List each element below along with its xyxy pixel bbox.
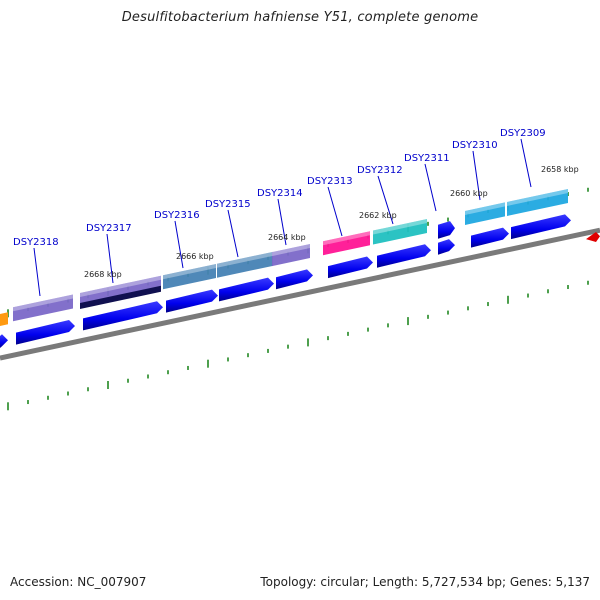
gene-label: DSY2316: [154, 210, 200, 221]
kbp-label: 2662 kbp: [359, 211, 397, 220]
label-leader: [227, 209, 239, 258]
kbp-label: 2658 kbp: [541, 165, 579, 174]
gene-track: [0, 189, 600, 326]
cds-arrow: [219, 277, 274, 302]
cds-arrow: [377, 244, 431, 268]
gene-labels: DSY2318 DSY2317 DSY2316 DSY2315 DSY2314 DSY23…: [13, 128, 546, 248]
gene-marker: [586, 232, 600, 243]
label-leader: [377, 175, 394, 225]
gene-label: DSY2318: [13, 237, 59, 248]
label-leader: [174, 220, 184, 269]
gene-block: [323, 231, 370, 256]
cds-arrow: [83, 301, 163, 331]
cds-arrow: [471, 227, 509, 248]
topology-text: Topology: circular; Length: 5,727,534 bp…: [260, 575, 590, 589]
kbp-labels: 2658 kbp 2660 kbp 2662 kbp 2664 kbp 2666 kbp…: [84, 165, 579, 279]
gene-label: DSY2315: [205, 199, 251, 210]
gene-label: DSY2313: [307, 176, 353, 187]
gene-block: [507, 189, 568, 217]
genome-backbone: [0, 227, 600, 361]
cds-arrow: [166, 289, 218, 313]
cds-arrow: [0, 334, 8, 348]
gene-label: DSY2309: [500, 128, 546, 139]
gene-label: DSY2311: [404, 153, 450, 164]
label-leader: [327, 186, 343, 237]
gene-block-highlight: [163, 263, 216, 280]
gene-block-highlight: [507, 189, 568, 207]
accession-text: Accession: NC_007907: [10, 575, 147, 589]
gene-block-highlight: [80, 275, 161, 297]
gene-block-highlight: [217, 251, 273, 268]
gene-label: DSY2317: [86, 223, 132, 234]
label-leader: [520, 138, 532, 188]
gene-block-edge: [0, 312, 8, 326]
kbp-label: 2666 kbp: [176, 252, 214, 261]
cds-arrow: [276, 269, 313, 290]
kbp-label: 2660 kbp: [450, 189, 488, 198]
cds-arrow: [438, 239, 455, 255]
gene-block: [217, 251, 273, 278]
cds-track: [0, 214, 571, 348]
cds-arrow: [328, 256, 373, 279]
gene-label: DSY2310: [452, 140, 498, 151]
gene-block-dark: [80, 285, 161, 309]
label-leader: [424, 163, 437, 212]
gene-label: DSY2314: [257, 188, 303, 199]
gene-block-highlight: [373, 219, 427, 235]
gene-block: [465, 202, 505, 225]
gene-block: [163, 263, 216, 290]
cds-arrow: [16, 320, 75, 345]
label-leader: [277, 198, 287, 246]
cds-arrow: [511, 214, 571, 240]
label-leader: [33, 247, 41, 297]
gene-label: DSY2312: [357, 165, 403, 176]
backbone-line: [0, 227, 600, 361]
gene-block: [272, 243, 310, 267]
kbp-label: 2668 kbp: [84, 270, 122, 279]
gene-block-highlight: [323, 231, 370, 246]
gene-block-highlight: [272, 243, 310, 257]
label-leader: [106, 233, 114, 284]
gene-block: [438, 221, 455, 239]
gene-block: [13, 294, 73, 322]
map-title: Desulfitobacterium hafniense Y51, comple…: [121, 10, 479, 25]
gene-block-highlight: [13, 294, 73, 312]
gene-block-highlight: [465, 202, 505, 215]
label-leaders: [33, 138, 532, 297]
gene-block: [373, 219, 427, 245]
kbp-label: 2664 kbp: [268, 233, 306, 242]
label-leader: [472, 150, 481, 201]
